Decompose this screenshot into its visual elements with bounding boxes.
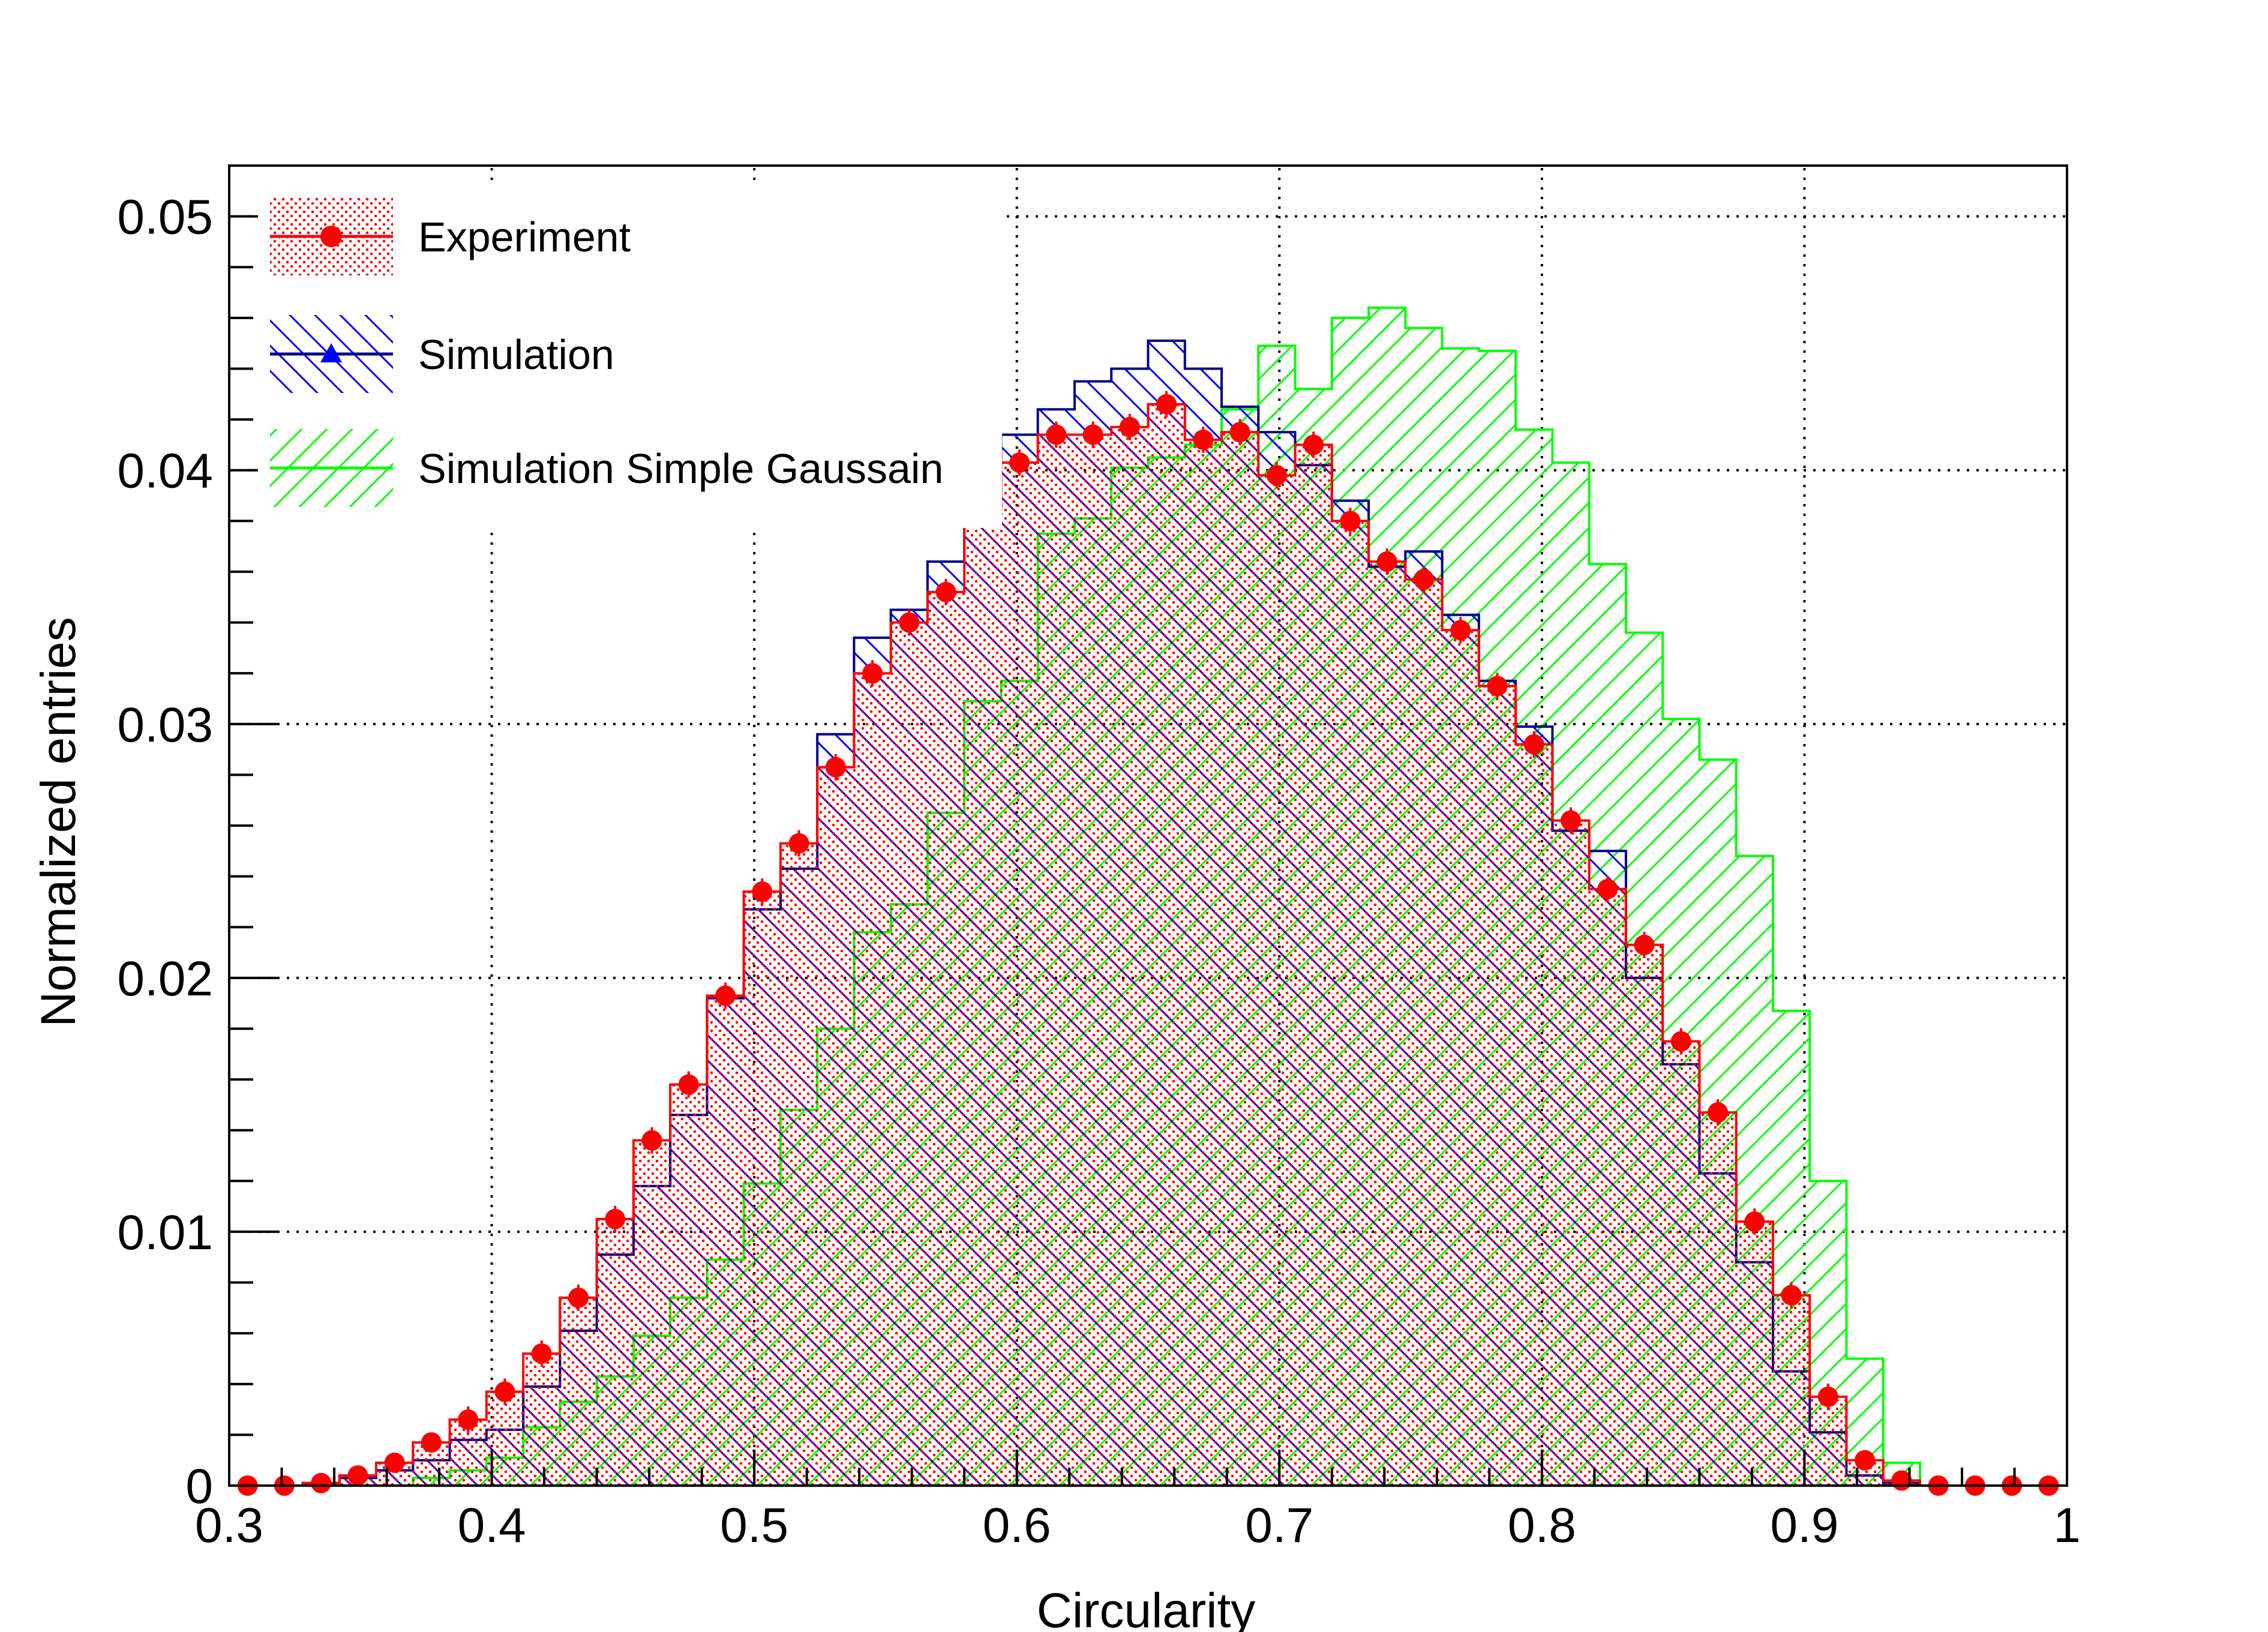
experiment-point-24 — [1119, 413, 1140, 440]
experiment-point-28 — [1266, 462, 1287, 489]
y-tick-label-1: 0.01 — [117, 1205, 213, 1260]
x-tick-label-6: 0.9 — [1770, 1498, 1838, 1553]
experiment-point-2 — [311, 1472, 332, 1493]
experiment-points — [237, 391, 2059, 1496]
y-axis-title: Normalized entries — [31, 617, 86, 1027]
x-tick-labels: 0.3 0.4 0.5 0.6 0.7 0.8 0.9 1 — [195, 1498, 2081, 1553]
experiment-point-39 — [1670, 1028, 1691, 1055]
experiment-point-15 — [788, 830, 809, 857]
experiment-point-33 — [1450, 617, 1471, 644]
experiment-point-7 — [494, 1378, 515, 1405]
experiment-point-34 — [1487, 673, 1508, 700]
x-axis-title: Circularity — [1037, 1583, 1255, 1632]
x-tick-label-5: 0.8 — [1508, 1498, 1576, 1553]
x-tick-label-3: 0.6 — [983, 1498, 1051, 1553]
x-tick-label-7: 1 — [2053, 1498, 2081, 1553]
experiment-point-4 — [384, 1452, 405, 1473]
experiment-point-5 — [421, 1432, 442, 1453]
experiment-point-37 — [1597, 875, 1618, 902]
experiment-point-3 — [347, 1465, 368, 1486]
experiment-point-10 — [605, 1205, 626, 1232]
experiment-point-8 — [531, 1340, 552, 1367]
y-tick-label-5: 0.05 — [117, 190, 213, 245]
legend-entry-experiment: Experiment — [270, 197, 631, 275]
legend-entry-simulation: Simulation — [270, 315, 614, 393]
experiment-point-22 — [1046, 421, 1067, 448]
experiment-point-12 — [678, 1071, 699, 1098]
experiment-point-30 — [1340, 508, 1361, 535]
experiment-point-25 — [1156, 391, 1177, 418]
hist-fill-experiment — [229, 404, 2067, 1486]
experiment-point-31 — [1376, 548, 1397, 575]
legend-marker-experiment — [320, 226, 342, 247]
experiment-point-19 — [935, 578, 956, 605]
experiment-point-29 — [1303, 431, 1324, 458]
experiment-point-44 — [1855, 1450, 1876, 1471]
experiment-point-18 — [899, 609, 920, 636]
experiment-point-32 — [1413, 566, 1434, 593]
legend-label-simulation-simple-gaussain: Simulation Simple Gaussain — [418, 445, 943, 492]
legend: Experiment Simulation Simulation Simple Ga… — [258, 180, 1002, 528]
experiment-point-9 — [568, 1284, 589, 1311]
experiment-point-41 — [1744, 1208, 1765, 1235]
experiment-point-38 — [1634, 931, 1655, 958]
x-tick-label-2: 0.5 — [720, 1498, 788, 1553]
experiment-point-43 — [1817, 1383, 1838, 1410]
experiment-point-27 — [1229, 419, 1250, 446]
y-tick-label-3: 0.03 — [117, 698, 213, 752]
legend-marker-simulation — [320, 343, 342, 362]
x-tick-label-1: 0.4 — [458, 1498, 526, 1553]
experiment-point-42 — [1781, 1282, 1802, 1309]
y-tick-label-2: 0.02 — [117, 952, 213, 1006]
experiment-point-36 — [1560, 807, 1581, 834]
y-tick-label-0: 0 — [185, 1459, 213, 1514]
experiment-point-17 — [862, 660, 883, 687]
experiment-point-23 — [1082, 421, 1103, 448]
y-tick-labels: 0 0.01 0.02 0.03 0.04 0.05 — [117, 190, 213, 1514]
legend-label-simulation: Simulation — [418, 331, 614, 378]
experiment-point-16 — [825, 754, 846, 781]
experiment-point-21 — [1009, 449, 1030, 476]
axis-ticks — [228, 164, 2068, 1487]
experiment-point-13 — [715, 982, 736, 1009]
x-tick-label-4: 0.7 — [1245, 1498, 1313, 1553]
experiment-point-26 — [1193, 426, 1214, 453]
experiment-point-35 — [1523, 731, 1544, 758]
legend-label-experiment: Experiment — [418, 214, 631, 260]
experiment-point-14 — [752, 878, 773, 905]
experiment-point-40 — [1708, 1099, 1729, 1126]
experiment-point-6 — [458, 1406, 479, 1433]
y-tick-label-4: 0.04 — [117, 444, 213, 499]
x-tick-label-0: 0.3 — [195, 1498, 263, 1553]
legend-entry-simulation-simple-gaussain: Simulation Simple Gaussain — [270, 429, 943, 507]
experiment-point-11 — [641, 1127, 662, 1154]
